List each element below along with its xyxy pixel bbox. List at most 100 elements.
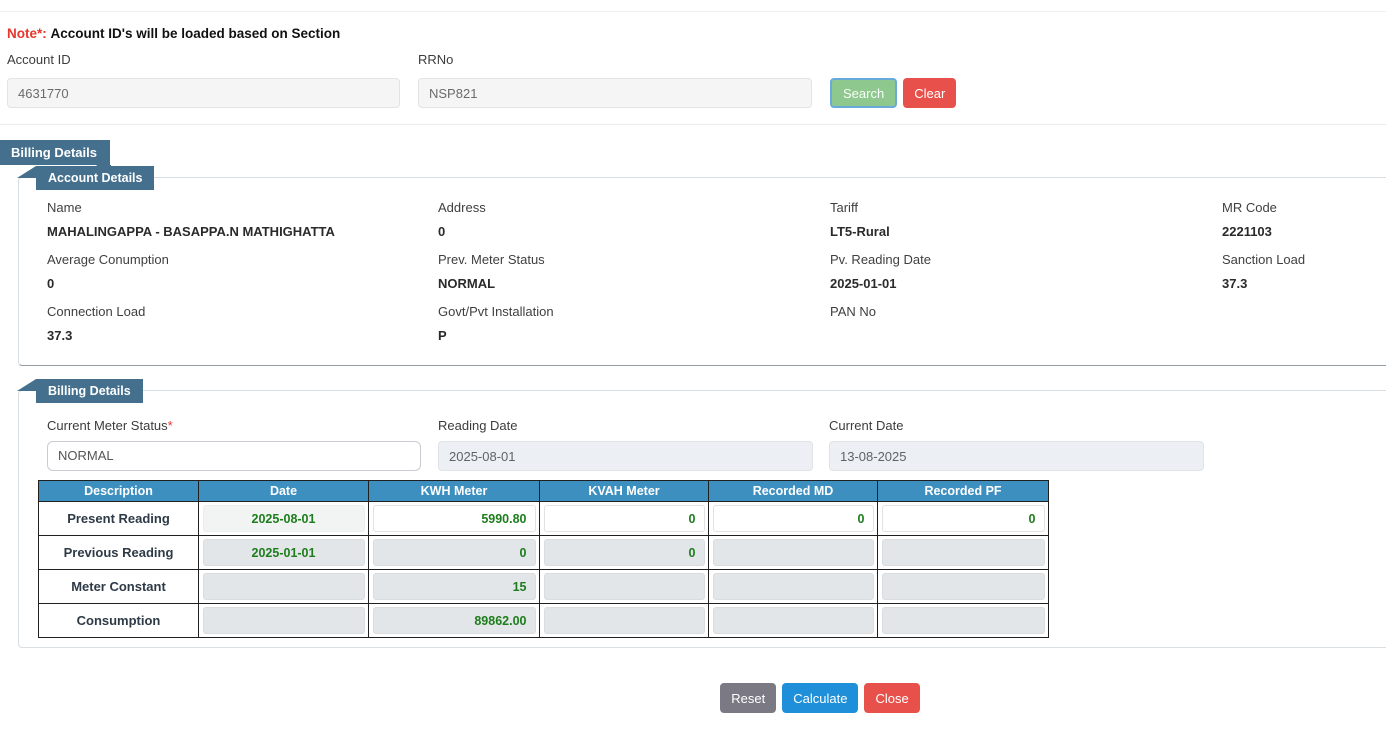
consumption-kvah-input[interactable] bbox=[543, 607, 705, 634]
note-body: Account ID's will be loaded based on Sec… bbox=[50, 26, 341, 41]
table-row: Previous Reading bbox=[38, 535, 1049, 570]
field-govt-pvt-installation: Govt/Pvt Installation P bbox=[438, 304, 830, 343]
field-average-consumption-value: 0 bbox=[47, 276, 55, 291]
legend-fold-icon bbox=[17, 379, 36, 391]
reset-button[interactable]: Reset bbox=[720, 683, 777, 713]
field-pv-reading-date-value: 2025-01-01 bbox=[830, 276, 897, 291]
previous-date-input[interactable] bbox=[202, 539, 365, 566]
table-row: Meter Constant bbox=[38, 569, 1049, 604]
present-md-input[interactable] bbox=[712, 505, 874, 532]
col-description: Description bbox=[38, 480, 199, 502]
search-row: Account ID RRNo Search Clear bbox=[7, 52, 1386, 108]
meter-constant-pf-input[interactable] bbox=[881, 573, 1045, 600]
field-govt-pvt-installation-value: P bbox=[438, 328, 447, 343]
table-header-row: Description Date KWH Meter KVAH Meter Re… bbox=[38, 480, 1049, 502]
rrno-label: RRNo bbox=[418, 52, 454, 67]
field-name-label: Name bbox=[47, 200, 82, 215]
field-empty bbox=[1222, 304, 1386, 343]
current-meter-status-label: Current Meter Status* bbox=[47, 418, 173, 433]
previous-kwh-input[interactable] bbox=[372, 539, 536, 566]
field-mr-code-label: MR Code bbox=[1222, 200, 1277, 215]
present-kwh-input[interactable] bbox=[372, 505, 536, 532]
close-button[interactable]: Close bbox=[864, 683, 920, 713]
field-address: Address 0 bbox=[438, 200, 830, 239]
tab-billing-details[interactable]: Billing Details bbox=[0, 140, 110, 165]
col-date: Date bbox=[198, 480, 369, 502]
field-connection-load: Connection Load 37.3 bbox=[47, 304, 438, 343]
top-divider bbox=[0, 11, 1386, 12]
billing-details-section: Billing Details Current Meter Status* NO… bbox=[17, 379, 1386, 648]
meter-constant-label: Meter Constant bbox=[38, 569, 199, 604]
field-name: Name MAHALINGAPPA - BASAPPA.N MATHIGHATT… bbox=[47, 200, 438, 239]
meter-constant-kvah-input[interactable] bbox=[543, 573, 705, 600]
field-tariff-label: Tariff bbox=[830, 200, 858, 215]
field-prev-meter-status-label: Prev. Meter Status bbox=[438, 252, 545, 267]
meter-constant-md-input[interactable] bbox=[712, 573, 874, 600]
col-recorded-pf: Recorded PF bbox=[877, 480, 1049, 502]
calculate-button[interactable]: Calculate bbox=[782, 683, 859, 713]
account-id-label: Account ID bbox=[7, 52, 71, 67]
note-prefix: Note*: bbox=[7, 26, 47, 41]
rrno-field: RRNo bbox=[418, 52, 812, 108]
consumption-date-input[interactable] bbox=[202, 607, 365, 634]
required-asterisk: * bbox=[167, 418, 173, 433]
field-mr-code: MR Code 2221103 bbox=[1222, 200, 1386, 239]
present-date-input[interactable] bbox=[202, 505, 365, 532]
consumption-md-input[interactable] bbox=[712, 607, 874, 634]
meter-constant-kwh-input[interactable] bbox=[372, 573, 536, 600]
note-text: Note*: Account ID's will be loaded based… bbox=[7, 26, 1386, 41]
field-govt-pvt-installation-label: Govt/Pvt Installation bbox=[438, 304, 554, 319]
current-date-input[interactable] bbox=[829, 441, 1204, 471]
account-details-grid: Name MAHALINGAPPA - BASAPPA.N MATHIGHATT… bbox=[19, 178, 1386, 356]
search-panel: Note*: Account ID's will be loaded based… bbox=[0, 12, 1386, 124]
consumption-label: Consumption bbox=[38, 603, 199, 638]
field-prev-meter-status-value: NORMAL bbox=[438, 276, 496, 291]
meter-constant-date-input[interactable] bbox=[202, 573, 365, 600]
billing-details-legend-text: Billing Details bbox=[48, 384, 131, 398]
field-address-label: Address bbox=[438, 200, 486, 215]
current-meter-status-select[interactable]: NORMAL bbox=[47, 441, 421, 471]
account-id-input[interactable] bbox=[7, 78, 400, 108]
field-prev-meter-status: Prev. Meter Status NORMAL bbox=[438, 252, 830, 291]
search-button[interactable]: Search bbox=[830, 78, 898, 108]
panel-divider bbox=[0, 124, 1386, 125]
reading-date-input[interactable] bbox=[438, 441, 813, 471]
field-average-consumption-label: Average Conumption bbox=[47, 252, 169, 267]
consumption-kwh-input[interactable] bbox=[372, 607, 536, 634]
billing-page: Note*: Account ID's will be loaded based… bbox=[0, 11, 1386, 749]
billing-details-legend: Billing Details bbox=[17, 379, 143, 403]
reading-date-label: Reading Date bbox=[438, 418, 518, 433]
field-pan-no-label: PAN No bbox=[830, 304, 876, 319]
previous-reading-label: Previous Reading bbox=[38, 535, 199, 570]
previous-pf-input[interactable] bbox=[881, 539, 1045, 566]
account-details-legend: Account Details bbox=[17, 166, 155, 190]
field-connection-load-value: 37.3 bbox=[47, 328, 73, 343]
field-connection-load-label: Connection Load bbox=[47, 304, 146, 319]
field-tariff: Tariff LT5-Rural bbox=[830, 200, 1222, 239]
billing-details-tab-wrap: Billing Details bbox=[0, 140, 1386, 177]
readings-table: Description Date KWH Meter KVAH Meter Re… bbox=[38, 480, 1049, 638]
field-tariff-value: LT5-Rural bbox=[830, 224, 890, 239]
table-row: Present Reading bbox=[38, 501, 1049, 536]
field-name-value: MAHALINGAPPA - BASAPPA.N MATHIGHATTA bbox=[47, 224, 335, 239]
account-details-legend-text: Account Details bbox=[48, 171, 143, 185]
field-average-consumption: Average Conumption 0 bbox=[47, 252, 438, 291]
field-pv-reading-date: Pv. Reading Date 2025-01-01 bbox=[830, 252, 1222, 291]
account-details-section: Account Details Name MAHALINGAPPA - BASA… bbox=[17, 166, 1386, 366]
account-id-field: Account ID bbox=[7, 52, 400, 108]
clear-button[interactable]: Clear bbox=[903, 78, 957, 108]
rrno-input[interactable] bbox=[418, 78, 812, 108]
current-date-label: Current Date bbox=[829, 418, 904, 433]
field-sanction-load: Sanction Load 37.3 bbox=[1222, 252, 1386, 291]
consumption-pf-input[interactable] bbox=[881, 607, 1045, 634]
col-kvah-meter: KVAH Meter bbox=[539, 480, 709, 502]
footer-actions: Reset Calculate Close bbox=[127, 683, 1386, 713]
present-kvah-input[interactable] bbox=[543, 505, 705, 532]
present-reading-label: Present Reading bbox=[38, 501, 199, 536]
field-sanction-load-value: 37.3 bbox=[1222, 276, 1248, 291]
field-sanction-load-label: Sanction Load bbox=[1222, 252, 1306, 267]
present-pf-input[interactable] bbox=[881, 505, 1045, 532]
previous-md-input[interactable] bbox=[712, 539, 874, 566]
col-recorded-md: Recorded MD bbox=[708, 480, 878, 502]
previous-kvah-input[interactable] bbox=[543, 539, 705, 566]
